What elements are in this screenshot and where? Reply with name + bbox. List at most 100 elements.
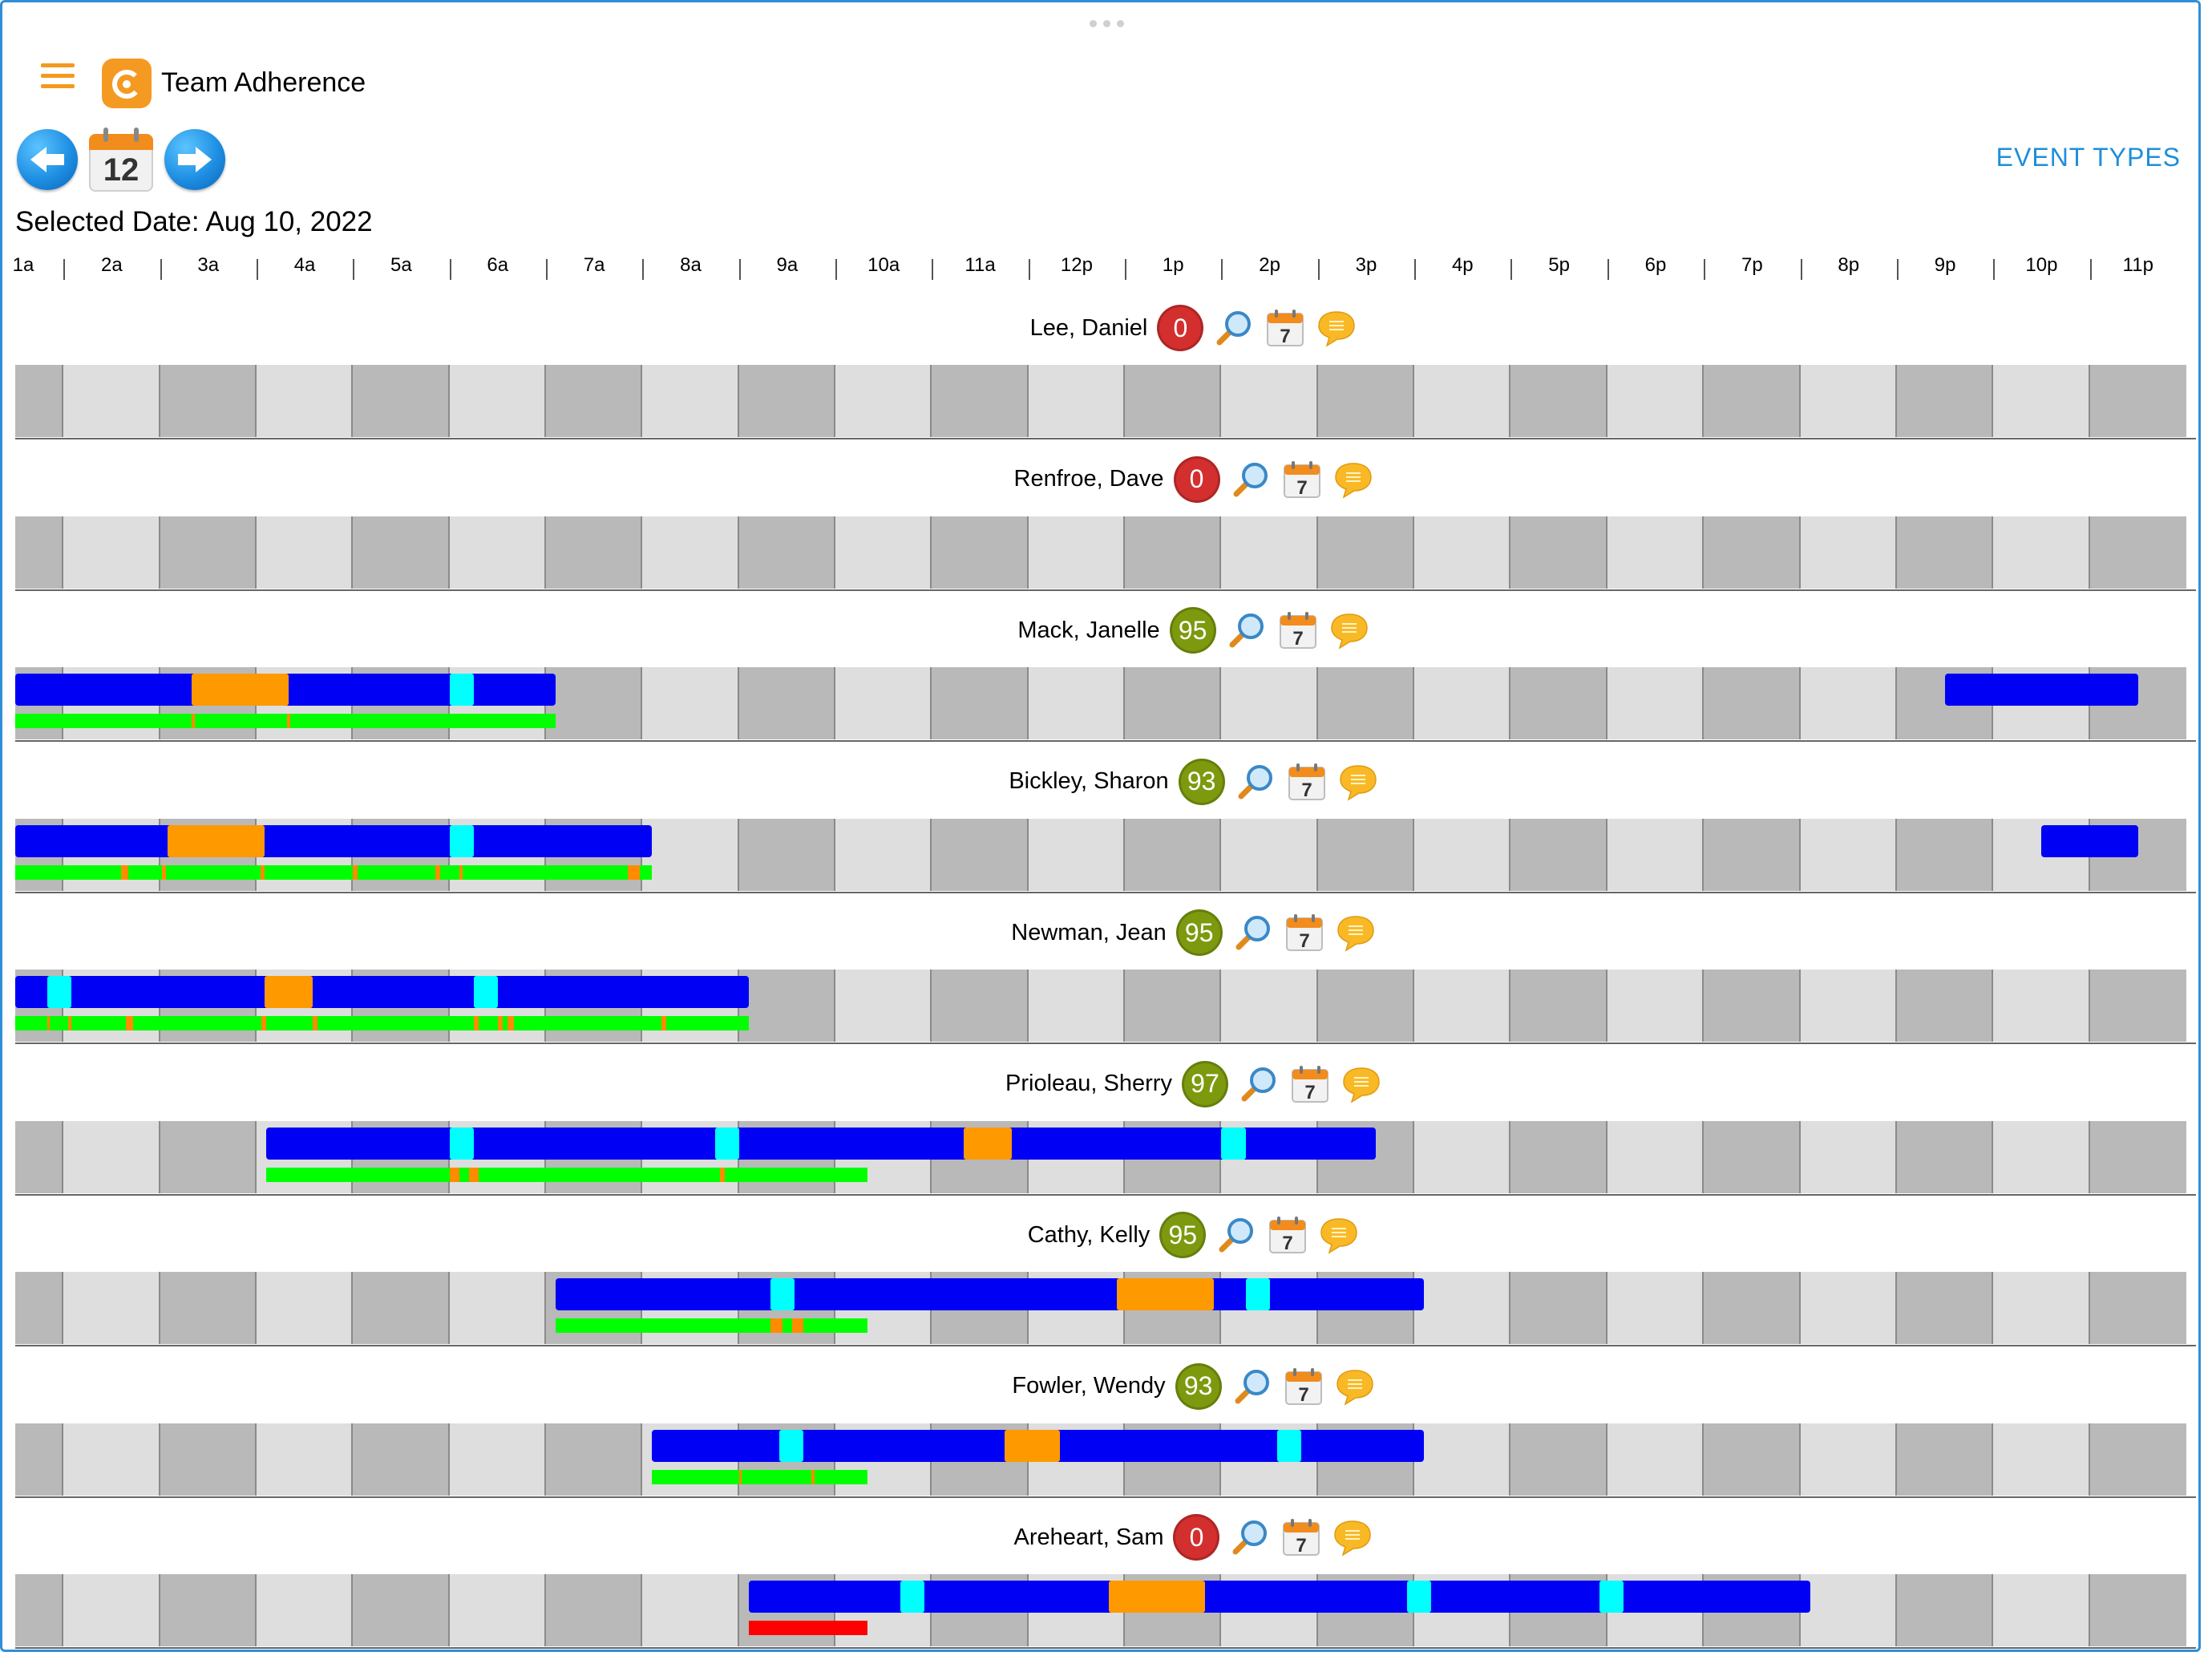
hour-cell [256,1272,354,1344]
agent-name: Lee, Daniel [1029,314,1148,341]
row-separator [15,891,2196,893]
magnifier-icon[interactable] [1230,459,1272,500]
hour-cell [642,1574,739,1646]
schedule-short-break-bar[interactable] [449,824,474,857]
schedule-break-bar[interactable] [1004,1429,1061,1462]
schedule-short-break-bar[interactable] [47,976,71,1008]
arrow-left-icon[interactable] [17,129,78,190]
schedule-short-break-bar[interactable] [900,1581,924,1613]
agent-header-group: Fowler, Wendy 93 7 [1012,1362,1376,1410]
calendar-icon[interactable]: 7 [1284,912,1325,953]
agent-header: Cathy, Kelly 95 7 [15,1211,2196,1259]
chat-bubble-icon[interactable] [1332,459,1374,500]
schedule-break-bar[interactable] [264,976,313,1008]
magnifier-icon[interactable] [1226,609,1268,651]
schedule-short-break-bar[interactable] [473,976,498,1008]
chat-bubble-icon[interactable] [1316,307,1357,349]
hour-cell [1993,1423,2090,1496]
hour-cell [1510,1120,1607,1193]
magnifier-icon[interactable] [1232,912,1274,953]
calendar-icon[interactable]: 7 [1267,1214,1308,1256]
hour-cell [1510,667,1607,739]
chat-bubble-icon[interactable] [1328,609,1370,651]
magnifier-icon[interactable] [1213,307,1255,349]
schedule-break-bar[interactable] [1108,1581,1205,1613]
hamburger-icon[interactable] [41,63,75,89]
calendar-icon[interactable]: 7 [1283,1366,1324,1407]
schedule-work-bar[interactable] [555,1278,1425,1310]
agent-header: Areheart, Sam 0 7 [15,1513,2196,1561]
calendar-icon[interactable]: 7 [1281,459,1323,500]
hour-cell [1704,1423,1801,1496]
hour-cell [1414,1120,1511,1193]
magnifier-icon[interactable] [1231,1366,1273,1407]
chat-bubble-icon[interactable] [1334,1366,1376,1407]
schedule-break-bar[interactable] [964,1127,1013,1160]
magnifier-icon[interactable] [1215,1214,1257,1256]
chat-bubble-icon[interactable] [1318,1214,1360,1256]
schedule-break-bar[interactable] [1117,1278,1214,1310]
calendar-icon[interactable]: 7 [1286,761,1328,803]
score-badge: 95 [1169,607,1216,654]
app-logo-icon [102,59,152,108]
hour-tick [1607,259,1609,280]
chat-bubble-icon[interactable] [1335,912,1377,953]
hour-label: 11a [964,254,996,276]
schedule-work-bar[interactable] [15,976,749,1008]
arrow-right-icon[interactable] [164,129,225,190]
hour-label: 6p [1644,254,1667,276]
hour-cell [353,1574,450,1646]
calendar-icon[interactable]: 7 [1280,1516,1322,1558]
chat-bubble-icon[interactable] [1341,1063,1382,1105]
schedule-work-bar[interactable] [748,1581,1810,1613]
magnifier-icon[interactable] [1229,1516,1271,1558]
hour-tick [1221,259,1223,280]
page-title: Team Adherence [161,67,366,98]
hour-tick [1317,259,1320,280]
hour-cell [1028,970,1126,1042]
calendar-day: 12 [89,150,153,192]
hour-cell [2089,970,2186,1042]
schedule-short-break-bar[interactable] [1599,1581,1624,1613]
magnifier-icon[interactable] [1235,761,1276,803]
schedule-short-break-bar[interactable] [714,1127,739,1160]
schedule-work-bar[interactable] [15,824,653,857]
event-types-button[interactable]: EVENT TYPES [1996,143,2181,172]
agent-header: Renfroe, Dave 0 7 [15,455,2196,504]
schedule-short-break-bar[interactable] [449,1127,474,1160]
hour-cell [932,516,1029,589]
schedule-break-bar[interactable] [192,674,289,706]
adherence-adherent-bar [15,714,556,728]
chat-bubble-icon[interactable] [1337,761,1379,803]
agent-header: Prioleau, Sherry 97 7 [15,1060,2196,1108]
hour-label: 8a [680,254,702,276]
window-grip[interactable] [1090,20,1128,30]
hour-cell [160,1120,257,1193]
agent-name: Areheart, Sam [1013,1524,1164,1550]
magnifier-icon[interactable] [1238,1063,1280,1105]
chat-bubble-icon[interactable] [1332,1516,1373,1558]
schedule-work-bar[interactable] [2041,824,2138,857]
schedule-short-break-bar[interactable] [779,1429,804,1462]
schedule-work-bar[interactable] [265,1127,1376,1160]
schedule-short-break-bar[interactable] [1406,1581,1431,1613]
schedule-short-break-bar[interactable] [449,674,474,706]
calendar-icon[interactable]: 7 [1289,1063,1331,1105]
hour-cell [1607,1423,1704,1496]
schedule-work-bar[interactable] [1945,674,2138,706]
schedule-break-bar[interactable] [168,824,265,857]
hour-cell [449,1574,546,1646]
schedule-short-break-bar[interactable] [1245,1278,1270,1310]
hour-cell [1510,516,1607,589]
schedule-short-break-bar[interactable] [770,1278,795,1310]
hour-cell [1221,667,1318,739]
calendar-icon[interactable]: 7 [1277,609,1319,651]
hour-label: 12p [1060,254,1093,276]
hour-cell [1414,1423,1511,1496]
schedule-short-break-bar[interactable] [1277,1429,1302,1462]
adherence-no-adherence-bar [748,1621,867,1635]
calendar-icon[interactable]: 7 [1264,307,1306,349]
schedule-short-break-bar[interactable] [1221,1127,1246,1160]
calendar-icon[interactable]: 12 [89,128,153,192]
hour-label: 7a [583,254,605,276]
